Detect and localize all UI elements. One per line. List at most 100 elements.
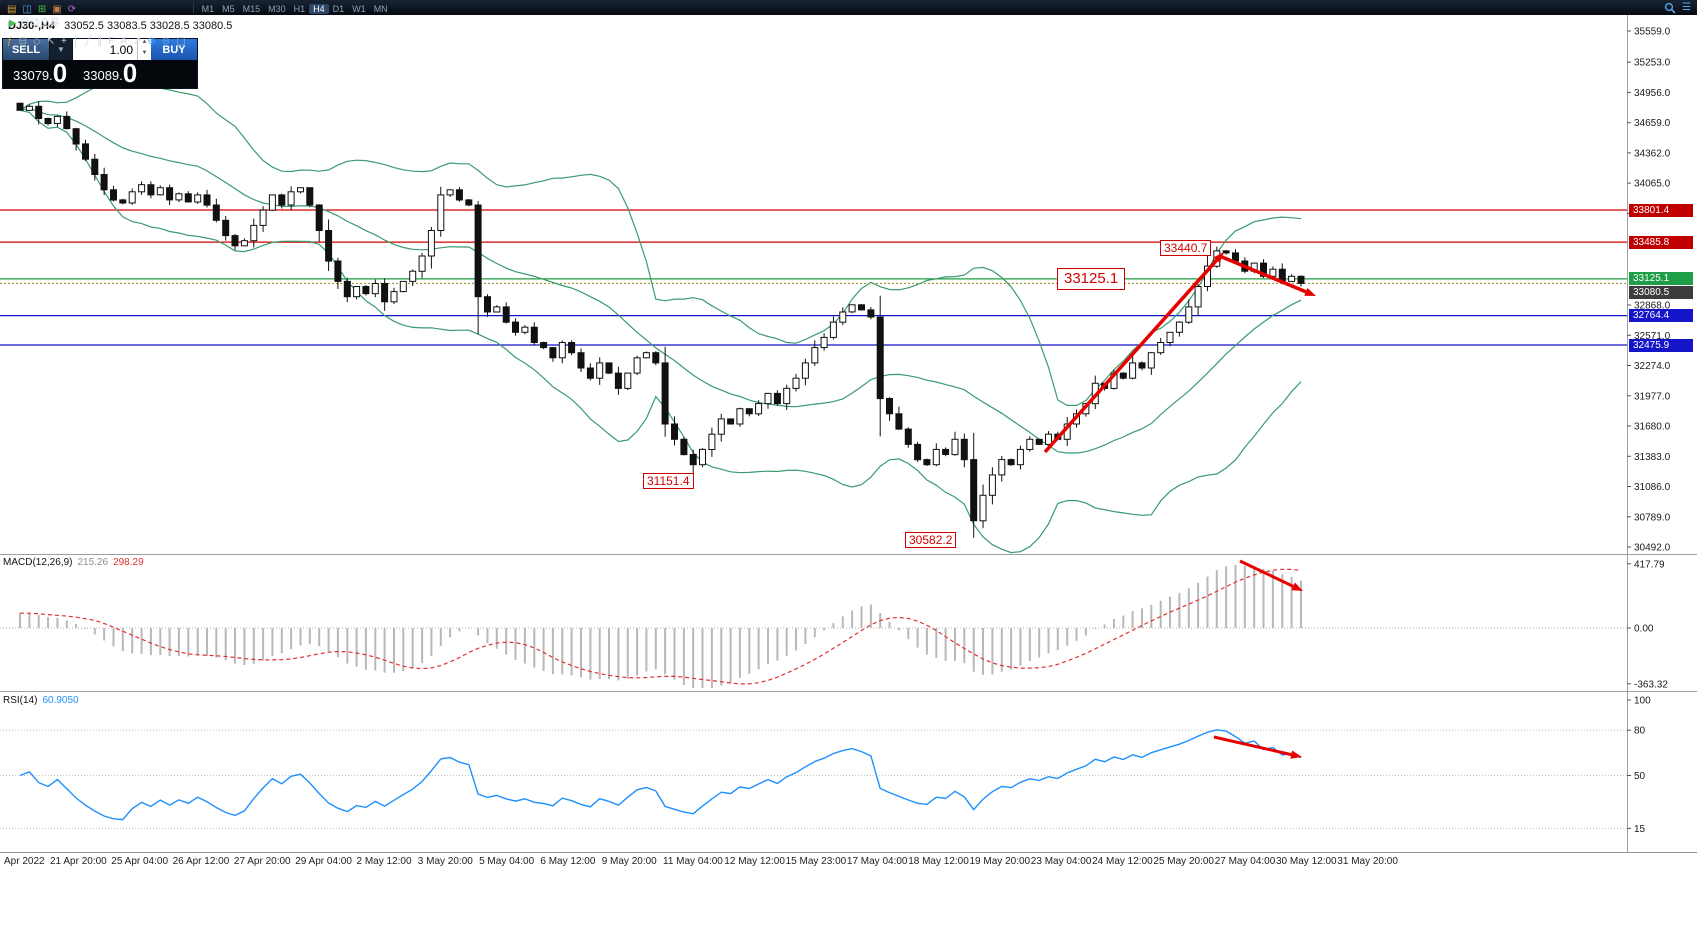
timeframe-mn[interactable]: MN [373,3,388,14]
buy-price: 33089. 0 [73,60,197,88]
svg-text:31383.0: 31383.0 [1634,452,1671,463]
fibonacci-icon[interactable]: F [108,35,115,47]
svg-text:80: 80 [1634,726,1646,737]
time-label: Apr 2022 [4,856,45,867]
svg-text:30492.0: 30492.0 [1634,543,1671,554]
vertical-line-icon[interactable]: │ [72,35,80,47]
timeframe-h1[interactable]: H1 [293,3,306,14]
auto-trading-button-icon: ▶ [9,17,17,29]
time-label: 27 May 04:00 [1214,856,1276,867]
buy-button[interactable]: BUY [151,39,197,60]
svg-text:32571.0: 32571.0 [1634,331,1671,342]
svg-text:-363.32: -363.32 [1634,679,1668,690]
svg-text:31680.0: 31680.0 [1634,422,1671,433]
volume-dropdown[interactable]: ▼ [49,39,73,60]
svg-text:15: 15 [1634,824,1646,835]
timeframe-m5[interactable]: M5 [222,3,235,14]
zoom-out-icon[interactable]: ⊖ [161,35,171,47]
rsi-panel[interactable] [0,694,1627,852]
buy-price-big-digit: 0 [122,58,138,88]
crosshair-icon[interactable]: + [61,35,67,47]
volume-up-icon[interactable]: ▲ [141,39,148,45]
time-label: 24 May 12:00 [1092,856,1153,867]
strategy-tester-icon[interactable]: ⟳ [67,3,77,15]
equidistant-channel-icon[interactable]: ∥ [97,35,103,47]
terminal-icon[interactable]: ▣ [52,3,62,15]
zoom-in-icon[interactable]: ⊕ [147,35,156,47]
time-label: 6 May 12:00 [540,856,596,867]
arrows-icon[interactable]: ↗ [132,35,142,47]
data-window-icon[interactable]: ◫ [22,3,32,15]
timeframe-w1[interactable]: W1 [352,3,366,14]
cursor-icon[interactable]: ↖ [46,35,56,47]
svg-text:50: 50 [1634,771,1646,782]
ohlc-info: DJ30-,H4 33052.5 33083.5 33028.5 33080.5 [8,20,232,32]
time-label: 9 May 20:00 [601,856,657,867]
volume-input[interactable] [73,39,137,60]
timeframe-d1[interactable]: D1 [332,3,345,14]
time-axis[interactable]: Apr 2022 21 Apr 20:00 25 Apr 04:00 26 Apr 1… [0,852,1697,871]
sell-price-main: 33079. [13,68,53,83]
low-value: 33028.5 [149,20,190,32]
price-axis[interactable] [1627,15,1697,852]
one-click-trading-panel: SELL ▼ ▲ ▼ BUY 33079. 0 33089. 0 [2,38,198,89]
time-label: 26 Apr 12:00 [172,856,230,867]
volume-stepper[interactable]: ▲ ▼ [137,39,151,60]
indicator-list-icon[interactable]: ⊟ [18,35,27,47]
rsi-name: RSI(14) [3,695,38,706]
time-label: 25 Apr 04:00 [111,856,169,867]
objects-icon[interactable]: ◇ [32,35,41,47]
price-label-support: 33125.1 [1057,268,1126,290]
auto-trading-button-label: 自动交易 [19,17,60,29]
rsi-label: RSI(14) 60.9050 [3,695,79,706]
svg-text:31086.0: 31086.0 [1634,482,1671,493]
close-value: 33080.5 [192,20,233,32]
text-label-icon[interactable]: A [120,35,127,47]
time-label: 5 May 04:00 [479,856,535,867]
volume-down-icon[interactable]: ▼ [141,49,148,56]
toolbar-separator [192,2,194,13]
time-label: 29 Apr 04:00 [295,856,352,867]
timeframe-m15[interactable]: M15 [242,3,261,14]
svg-text:34659.0: 34659.0 [1634,118,1671,129]
time-label: 21 Apr 20:00 [50,856,107,867]
price-tag-32475.9: 32475.9 [1629,338,1693,352]
navigator-icon[interactable]: ⊞ [37,3,47,15]
sell-price: 33079. 0 [3,60,73,88]
macd-main-value: 215.26 [77,557,109,568]
indicators-icon[interactable]: ƒ [7,35,13,47]
svg-text:35253.0: 35253.0 [1634,58,1671,69]
menu-icon[interactable]: ☰ [1682,2,1691,13]
price-tag-33125.1: 33125.1 [1629,272,1693,286]
time-label: 15 May 23:00 [785,856,847,867]
sell-button[interactable]: SELL [3,39,49,60]
svg-text:32274.0: 32274.0 [1634,361,1671,372]
time-label: 11 May 04:00 [663,856,723,867]
time-label: 23 May 04:00 [1030,856,1092,867]
sell-price-big-digit: 0 [52,58,68,88]
price-label-low-1: 31151.4 [643,473,694,489]
time-label: 2 May 12:00 [356,856,412,867]
auto-trading-button[interactable]: ▶ 自动交易 [4,17,189,31]
time-label: 31 May 20:00 [1337,856,1398,867]
timeframe-m1[interactable]: M1 [201,3,215,14]
svg-text:34362.0: 34362.0 [1634,148,1671,159]
macd-panel[interactable] [0,556,1627,690]
open-value: 33052.5 [64,20,104,32]
time-label: 12 May 12:00 [724,856,785,867]
trendline-icon[interactable]: ╱ [85,35,92,47]
svg-text:100: 100 [1634,696,1651,707]
tile-windows-icon[interactable]: ▢ [176,35,186,47]
time-label: 18 May 12:00 [908,856,969,867]
time-label: 30 May 12:00 [1276,856,1337,867]
svg-text:30789.0: 30789.0 [1634,512,1671,523]
timeframe-m30[interactable]: M30 [268,3,286,14]
price-tag-32764.4: 32764.4 [1629,309,1693,323]
timeframe-h4[interactable]: H4 [309,3,329,14]
price-label-high: 33440.7 [1160,240,1212,256]
market-watch-icon[interactable]: ▤ [7,3,17,15]
search-icon[interactable] [1664,2,1676,14]
svg-text:31977.0: 31977.0 [1634,391,1671,402]
